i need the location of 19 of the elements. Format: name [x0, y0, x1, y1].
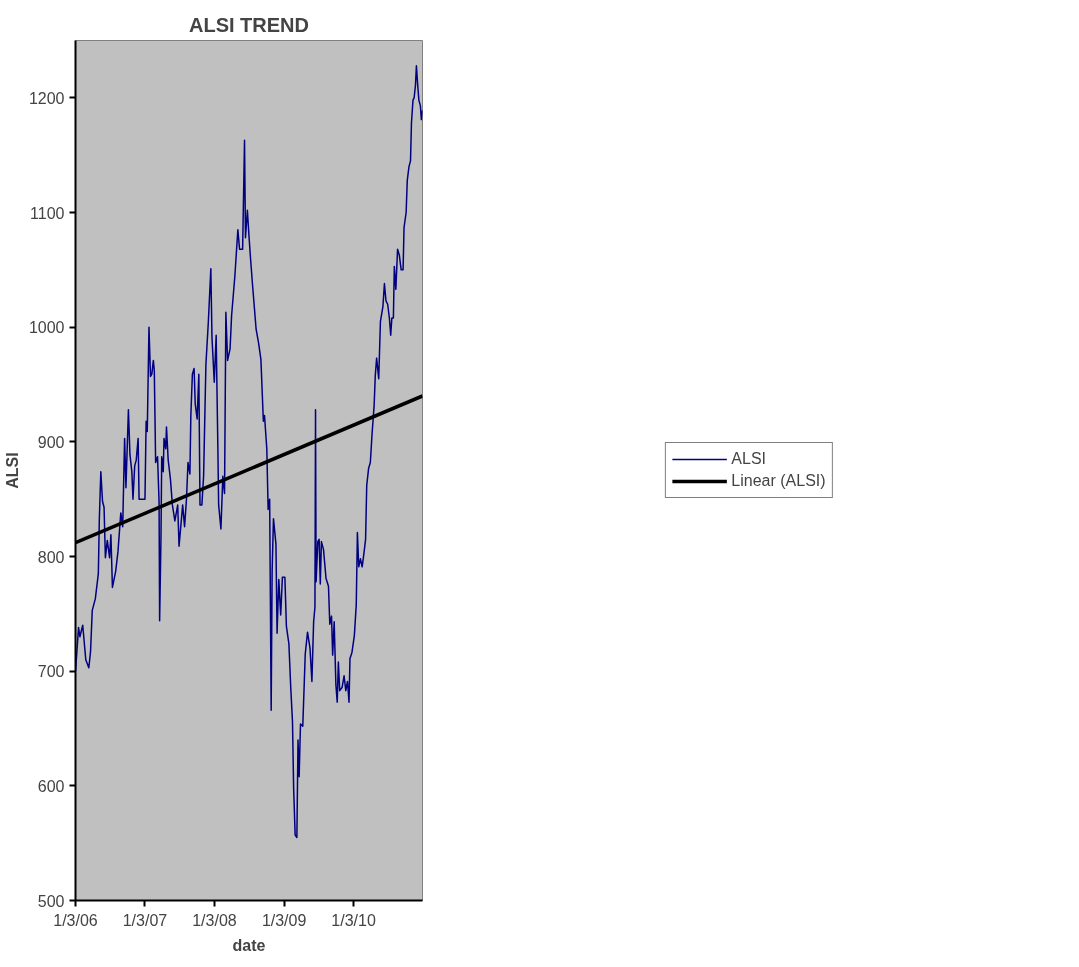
y-tick-label: 1000 [28, 319, 65, 337]
y-tick-label: 500 [37, 892, 65, 910]
y-tick-label: 1100 [30, 204, 65, 222]
x-tick-label: 1/3/06 [53, 911, 98, 929]
y-tick-label: 900 [37, 433, 65, 451]
legend-label: Linear (ALSI) [731, 472, 826, 490]
x-tick-label: 1/3/08 [192, 911, 237, 929]
x-tick-label: 1/3/09 [261, 911, 307, 929]
x-axis-title: date [232, 936, 266, 954]
y-tick-label: 700 [37, 663, 65, 681]
line-series [75, 64, 423, 839]
legend-label: ALSI [731, 450, 767, 468]
chart-title: ALSI TREND [189, 13, 309, 36]
x-tick-label: 1/3/07 [122, 911, 168, 929]
y-tick-label: 1200 [28, 89, 65, 107]
x-tick-label: 1/3/10 [331, 911, 376, 929]
y-tick-label: 600 [37, 777, 65, 795]
y-axis-title: ALSI [3, 452, 21, 489]
y-tick-label: 800 [37, 548, 65, 566]
